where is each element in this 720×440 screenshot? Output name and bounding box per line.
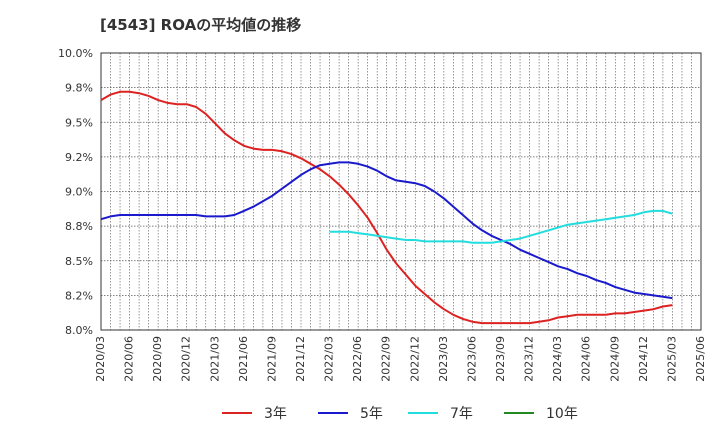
x-tick-label: 2025/03 [665,336,678,382]
x-tick-label: 2025/06 [694,336,707,382]
x-tick-label: 2022/06 [351,336,364,382]
x-tick-label: 2023/09 [494,336,507,382]
legend-label: 10年 [546,406,578,422]
y-tick-label: 8.5% [65,255,93,268]
y-tick-label: 8.8% [65,220,93,233]
y-tick-label: 8.2% [65,289,93,302]
y-tick-label: 9.5% [65,116,93,129]
y-tick-label: 8.0% [65,324,93,337]
x-tick-label: 2024/12 [637,336,650,382]
x-tick-label: 2022/12 [408,336,421,382]
legend: 3年 5年 7年 10年 [222,406,578,422]
y-tick-label: 10.0% [58,47,93,60]
x-tick-label: 2023/06 [465,336,478,382]
y-tick-label: 9.0% [65,186,93,199]
series-line-2 [100,161,673,300]
legend-label: 3年 [264,406,287,422]
x-tick-label: 2022/03 [323,336,336,382]
y-tick-label: 9.2% [65,151,93,164]
series-line-3 [329,209,673,244]
y-tick-label: 9.8% [65,82,93,95]
x-tick-label: 2024/09 [608,336,621,382]
x-tick-label: 2020/09 [151,336,164,382]
series-layer [100,90,673,325]
x-tick-label: 2021/03 [208,336,221,382]
chart-title: [4543] ROAの平均値の推移 [100,16,302,34]
y-axis-ticks: 8.0% 8.2% 8.5% 8.8% 9.0% 9.2% 9.5% 9.8% 10.0% [58,47,93,337]
plot-frame [100,52,702,331]
series-line-1 [100,90,673,325]
x-tick-label: 2020/03 [94,336,107,382]
legend-label: 5年 [360,406,383,422]
x-tick-label: 2021/12 [294,336,307,382]
x-axis-ticks: 2020/03 2020/06 2020/09 2020/12 2021/03 2021/… [94,336,707,382]
x-tick-label: 2021/06 [237,336,250,382]
x-tick-label: 2023/12 [523,336,536,382]
x-tick-label: 2024/03 [551,336,564,382]
x-tick-label: 2020/12 [180,336,193,382]
legend-label: 7年 [450,406,473,422]
x-tick-label: 2020/06 [123,336,136,382]
x-tick-label: 2021/09 [265,336,278,382]
x-tick-label: 2022/09 [380,336,393,382]
grid-layer [100,52,702,331]
x-tick-label: 2024/06 [580,336,593,382]
x-tick-label: 2023/03 [437,336,450,382]
